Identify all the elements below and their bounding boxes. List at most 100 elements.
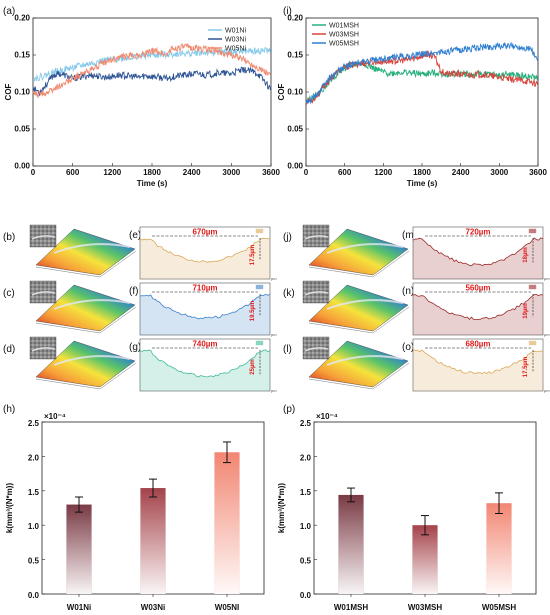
x-tick-label: W01Ni xyxy=(67,603,91,612)
x-tick-label: 1800 xyxy=(413,168,431,177)
profile-fill xyxy=(413,237,543,279)
wear-width-label: 710µm xyxy=(192,284,217,293)
profile-fill xyxy=(140,349,270,391)
panel-label-a: (a) xyxy=(3,6,15,17)
profile-panel: (n) 560µm 19µm µm xyxy=(402,282,550,337)
profile-frame xyxy=(412,226,544,280)
legend-entry: W03MSH xyxy=(329,32,359,39)
x-tick-label: W01MSH xyxy=(334,603,368,612)
surface-map xyxy=(302,336,410,390)
x-tick-label: 1800 xyxy=(143,168,161,177)
profile-frame xyxy=(412,282,544,336)
x-tick-label: 2400 xyxy=(452,168,470,177)
height-map-surface xyxy=(308,228,409,276)
profile-fill xyxy=(413,349,543,391)
surface-map xyxy=(29,280,137,334)
profile-panel-label: (n) xyxy=(402,286,414,297)
profile-line xyxy=(139,237,271,263)
profile-panel-label: (e) xyxy=(129,230,141,241)
profile-line xyxy=(412,237,544,267)
x-tick-label: 2400 xyxy=(183,168,201,177)
panel-label-l: (l) xyxy=(283,344,292,355)
profile-legend-swatch xyxy=(528,340,537,346)
wear-depth-label: 18µm xyxy=(523,247,529,262)
y-tick-label: 2.0 xyxy=(28,453,40,462)
y-axis-label: k(mm³/(N*m)) xyxy=(277,483,286,534)
panel-i: (i) 0 600 1200 1800 2400 3000 3600 0.00 0.05 0.10… xyxy=(277,6,547,188)
x-tick-label: 0 xyxy=(31,168,36,177)
panel-label-p: (p) xyxy=(283,404,295,415)
profile-fill xyxy=(413,294,543,335)
profile-fill xyxy=(140,294,270,335)
y-tick-label: 0.15 xyxy=(287,51,303,60)
x-tick-label: 1200 xyxy=(103,168,121,177)
legend-entry: W01MSH xyxy=(329,23,359,30)
x-tick-label: 3600 xyxy=(262,168,280,177)
y-tick-label: 0.5 xyxy=(28,557,40,566)
y-multiplier: ×10⁻⁴ xyxy=(44,412,66,421)
legend-entry: W05Ni xyxy=(225,46,246,53)
wear-track xyxy=(53,299,131,310)
series-line-W05MSH xyxy=(305,41,538,105)
profile-panel-label: (g) xyxy=(129,342,141,353)
wear-width-label: 670µm xyxy=(192,228,217,237)
y-tick-label: 1.0 xyxy=(28,522,40,531)
y-tick-label: 1.0 xyxy=(300,522,312,531)
x-tick-label: 1200 xyxy=(374,168,392,177)
map-axis xyxy=(372,362,410,390)
bar-fade xyxy=(66,504,92,594)
x-tick-label: 600 xyxy=(338,168,352,177)
profile-line xyxy=(139,349,271,378)
x-tick-label: W05MSH xyxy=(482,603,516,612)
panel-label-i: (i) xyxy=(283,6,292,17)
map-axis xyxy=(99,362,137,390)
wear-width-label: 680µm xyxy=(465,340,490,349)
profile-unit: µm xyxy=(544,332,550,337)
surface-map xyxy=(29,224,137,278)
profile-panel-label: (m) xyxy=(402,230,417,241)
bar-chart-h: ×10⁻⁴ 0.0 0.5 1.0 1.5 2.0 2.5 k(mm³/(N*m)) W01Ni… xyxy=(5,412,265,612)
y-axis-label: COF xyxy=(4,83,13,100)
profile-fill xyxy=(140,238,270,279)
panel-p: (p) ×10⁻⁴ 0.0 0.5 1.0 1.5 2.0 2.5 k(mm³/(N*m)) W… xyxy=(277,404,537,612)
y-tick-label: 2.5 xyxy=(300,419,312,428)
map-axis xyxy=(308,378,374,390)
panel-label-j: (j) xyxy=(283,232,292,243)
bar-fade xyxy=(214,452,240,594)
panel-label-k: (k) xyxy=(283,288,295,299)
wear-track xyxy=(53,243,131,254)
panel-label-c: (c) xyxy=(3,288,15,299)
x-tick-label: W03MSH xyxy=(408,603,442,612)
y-tick-label: 0.05 xyxy=(287,125,303,134)
bar-chart-p: ×10⁻⁴ 0.0 0.5 1.0 1.5 2.0 2.5 k(mm³/(N*m)) W01MS… xyxy=(277,412,537,612)
map-axis xyxy=(35,322,101,334)
legend-entry: W03Ni xyxy=(225,37,246,44)
y-tick-label: 0.00 xyxy=(14,162,30,171)
profile-panel: (g) 740µm 25µm µm xyxy=(129,338,277,393)
profile-panel-label: (f) xyxy=(129,286,138,297)
map-axis xyxy=(308,322,374,334)
sem-wear-track xyxy=(31,235,56,240)
series-line-W05Ni xyxy=(32,42,271,99)
bar-fade xyxy=(338,494,364,594)
profile-unit: µm xyxy=(271,388,277,393)
profile-legend-swatch xyxy=(528,284,537,290)
map-axis xyxy=(372,250,410,278)
x-tick-label: 3600 xyxy=(529,168,547,177)
profile-line xyxy=(412,294,544,320)
y-tick-label: 1.5 xyxy=(300,488,312,497)
surface-and-profile-row: (b) (c) (d) (j) (k) (l) (e) 670µm 17.5µm µm… xyxy=(3,224,550,393)
profile-panel-label: (o) xyxy=(402,342,414,353)
series-line-W03MSH xyxy=(305,49,538,105)
cof-chart-a: 0 600 1200 1800 2400 3000 3600 0.00 0.05 0.10 0.15… xyxy=(4,14,280,189)
wear-depth-label: 19µm xyxy=(523,303,529,318)
map-axis xyxy=(35,266,101,278)
map-axis xyxy=(99,306,137,334)
wear-width-label: 720µm xyxy=(465,228,490,237)
wear-width-label: 740µm xyxy=(192,340,217,349)
height-map-surface xyxy=(35,284,136,332)
wear-profiles: (e) 670µm 17.5µm µm (f) 710µm 19.5µm µm (g) 740µm… xyxy=(129,226,550,393)
map-axis xyxy=(35,378,101,390)
sem-wear-track xyxy=(304,347,329,352)
panel-label-b: (b) xyxy=(3,232,15,243)
